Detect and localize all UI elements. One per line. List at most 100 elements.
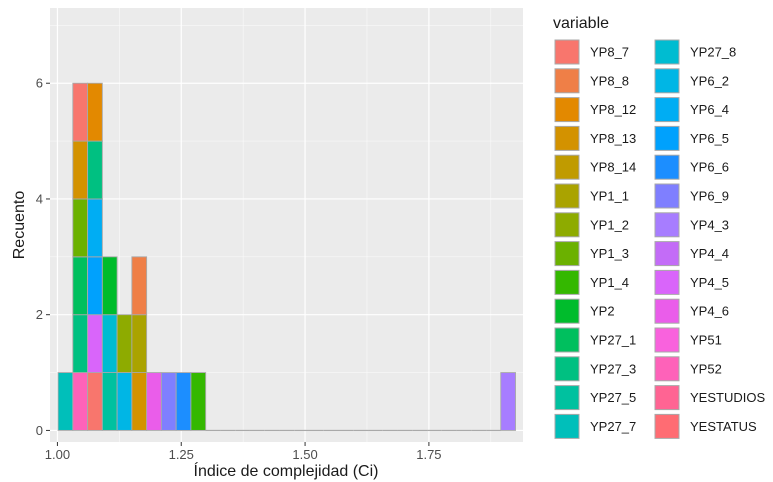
- legend-swatch: [654, 212, 680, 238]
- legend-entry: YP6_9: [654, 183, 729, 209]
- legend-swatch: [654, 269, 680, 295]
- legend-swatch: [554, 97, 580, 123]
- histogram-bar-segment: [160, 372, 177, 431]
- histogram-bars: [57, 82, 516, 432]
- legend-label: YP27_5: [590, 390, 636, 405]
- histogram-bar-segment: [72, 82, 89, 142]
- legend-entry: YP8_8: [554, 68, 629, 94]
- y-axis-title: Recuento: [11, 191, 28, 260]
- legend-swatch: [654, 385, 680, 411]
- legend-swatch: [654, 125, 680, 151]
- legend-label: YP6_5: [690, 131, 729, 146]
- x-axis-title: Índice de complejidad (Ci): [194, 461, 379, 480]
- legend-swatch: [554, 327, 580, 353]
- histogram-bar-segment: [131, 314, 148, 374]
- legend-label: YP27_7: [590, 419, 636, 434]
- legend-label: YP6_4: [690, 102, 729, 117]
- y-axis: 0 2 4 6: [36, 76, 50, 438]
- legend-swatch: [554, 269, 580, 295]
- legend-swatch: [554, 385, 580, 411]
- legend-swatch: [654, 39, 680, 65]
- histogram-bar-segment: [87, 198, 103, 258]
- legend-entry: YP8_14: [554, 154, 636, 180]
- legend-entry: YP1_4: [554, 269, 629, 295]
- legend-entry: YP52: [654, 356, 722, 382]
- legend-label: YP4_4: [690, 246, 729, 261]
- legend-label: YP1_4: [590, 275, 629, 290]
- legend-label: YP51: [690, 333, 722, 348]
- histogram-bar-segment: [57, 372, 74, 431]
- legend-swatch: [654, 327, 680, 353]
- histogram-bar-segment: [72, 198, 89, 258]
- legend-swatch: [654, 154, 680, 180]
- legend-entry: YP4_4: [654, 241, 729, 267]
- legend-swatch: [554, 154, 580, 180]
- legend-label: YP8_8: [590, 73, 629, 88]
- histogram-bar-segment: [190, 372, 207, 431]
- legend-entry: YP6_6: [654, 154, 729, 180]
- x-tick-label: 1.25: [169, 447, 194, 462]
- histogram-bar-segment: [87, 372, 103, 431]
- legend-entry: YP27_1: [554, 327, 636, 353]
- legend-label: YP2: [590, 304, 615, 319]
- legend-entry: YESTATUS: [654, 413, 757, 439]
- legend-swatch: [654, 241, 680, 267]
- legend-label: YP8_7: [590, 45, 629, 60]
- legend-swatch: [554, 298, 580, 324]
- histogram-bar-segment: [175, 372, 192, 431]
- legend-swatch: [554, 212, 580, 238]
- histogram-bar-segment: [500, 372, 516, 431]
- legend-label: YP8_13: [590, 131, 636, 146]
- legend-swatch: [654, 298, 680, 324]
- legend-entry: YP2: [554, 298, 615, 324]
- legend-entry: YP6_4: [654, 97, 729, 123]
- legend-entry: YP1_3: [554, 241, 629, 267]
- histogram-bar-segment: [146, 372, 162, 431]
- y-tick-label: 4: [36, 191, 43, 206]
- legend-swatch: [554, 413, 580, 439]
- histogram-bar-segment: [131, 256, 148, 316]
- legend: variable YP8_7 YP8_8 YP8_12 YP8_13 YP8_14 YP1…: [553, 15, 765, 439]
- legend-entry: YP6_2: [654, 68, 729, 94]
- legend-entry: YP27_5: [554, 385, 636, 411]
- legend-label: YP6_9: [690, 189, 729, 204]
- x-tick-label: 1.75: [416, 447, 441, 462]
- legend-entry: YP6_5: [654, 125, 729, 151]
- x-axis: 1.00 1.25 1.50 1.75: [45, 442, 442, 462]
- legend-label: YP27_8: [690, 45, 736, 60]
- legend-label: YP8_14: [590, 160, 636, 175]
- histogram-bar-segment: [87, 140, 103, 200]
- legend-label: YP1_3: [590, 246, 629, 261]
- histogram-bar-segment: [131, 372, 148, 431]
- legend-label: YP27_3: [590, 361, 636, 376]
- legend-label: YP4_6: [690, 304, 729, 319]
- legend-label: YP6_2: [690, 73, 729, 88]
- y-tick-label: 2: [36, 307, 43, 322]
- histogram-bar-segment: [72, 256, 89, 316]
- legend-label: YP52: [690, 361, 722, 376]
- histogram-bar-segment: [72, 314, 89, 374]
- legend-entry: YP27_8: [654, 39, 736, 65]
- legend-title: variable: [553, 15, 609, 32]
- histogram-bar-segment: [87, 314, 103, 374]
- legend-entry: YP1_1: [554, 183, 629, 209]
- minor-gridlines: [50, 8, 523, 442]
- legend-label: YP4_3: [690, 217, 729, 232]
- y-tick-label: 6: [36, 76, 43, 91]
- legend-entry: YP4_5: [654, 269, 729, 295]
- legend-entry: YP27_7: [554, 413, 636, 439]
- legend-entry: YP4_6: [654, 298, 729, 324]
- legend-label: YP6_6: [690, 160, 729, 175]
- legend-swatch: [554, 356, 580, 382]
- legend-swatch: [554, 241, 580, 267]
- legend-swatch: [554, 125, 580, 151]
- legend-swatch: [654, 97, 680, 123]
- legend-entry: YP8_13: [554, 125, 636, 151]
- histogram-bar-segment: [72, 372, 89, 431]
- major-gridlines: [50, 8, 523, 442]
- legend-swatch: [554, 183, 580, 209]
- legend-entry: YP8_7: [554, 39, 629, 65]
- legend-label: YESTUDIOS: [690, 390, 765, 405]
- histogram-bar-segment: [87, 256, 103, 316]
